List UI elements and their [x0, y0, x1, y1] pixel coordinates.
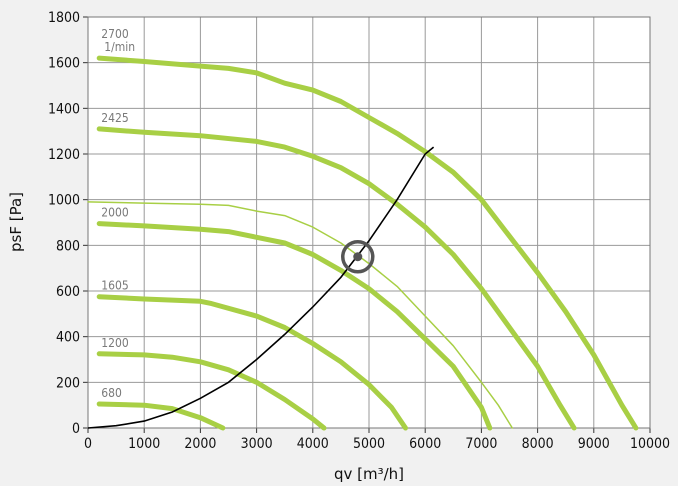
x-tick-label: 3000 [241, 436, 273, 452]
y-tick-label: 1400 [48, 101, 80, 117]
x-tick-label: 2000 [184, 436, 216, 452]
x-tick-label: 1000 [128, 436, 160, 452]
curve-label: 2425 [101, 111, 128, 125]
curve-label: 1605 [101, 279, 128, 293]
curve-label: 1/min [104, 40, 135, 54]
operating-point-ring [341, 240, 375, 274]
curve-label: 2000 [101, 206, 129, 220]
y-axis-label: psF [Pa] [7, 192, 25, 252]
x-tick-label: 0 [84, 436, 92, 452]
x-tick-label: 8000 [522, 436, 554, 452]
fan-curve-1605 [96, 294, 408, 431]
x-tick-label: 4000 [297, 436, 329, 452]
fan-curve-2000 [96, 221, 493, 431]
y-tick-label: 400 [56, 330, 80, 346]
axes: 0 1000 2000 3000 4000 5000 6000 7000 8000 9000 100… [48, 10, 670, 452]
operating-point-dot [353, 252, 363, 262]
fan-curve-680 [96, 401, 226, 431]
system-curve [87, 146, 435, 429]
curve-label: 2700 [101, 27, 129, 41]
x-axis-label: qv [m³/h] [334, 465, 404, 483]
fan-curve-2425 [96, 126, 577, 431]
y-tick-label: 1200 [48, 147, 80, 163]
x-tick-label: 5000 [353, 436, 385, 452]
x-tick-label: 10000 [630, 436, 670, 452]
fan-curve-2700 [96, 55, 639, 431]
y-tick-label: 1000 [48, 193, 80, 209]
y-tick-label: 600 [56, 284, 80, 300]
y-tick-label: 0 [72, 421, 80, 437]
fan-curves [87, 55, 639, 431]
x-tick-label: 9000 [578, 436, 610, 452]
x-tick-label: 7000 [465, 436, 497, 452]
y-tick-label: 800 [56, 238, 80, 254]
plot-border [87, 16, 651, 429]
y-tick-label: 200 [56, 375, 80, 391]
operating-point-group [341, 240, 375, 274]
y-tick-label: 1800 [48, 10, 80, 26]
y-tick-label: 1600 [48, 56, 80, 72]
curve-label: 1200 [101, 336, 129, 350]
fan-curve-1200 [96, 351, 327, 431]
fan-curve-reference [87, 201, 514, 429]
curve-label: 680 [101, 386, 122, 400]
x-tick-label: 6000 [409, 436, 441, 452]
system-curve-group [87, 146, 435, 429]
